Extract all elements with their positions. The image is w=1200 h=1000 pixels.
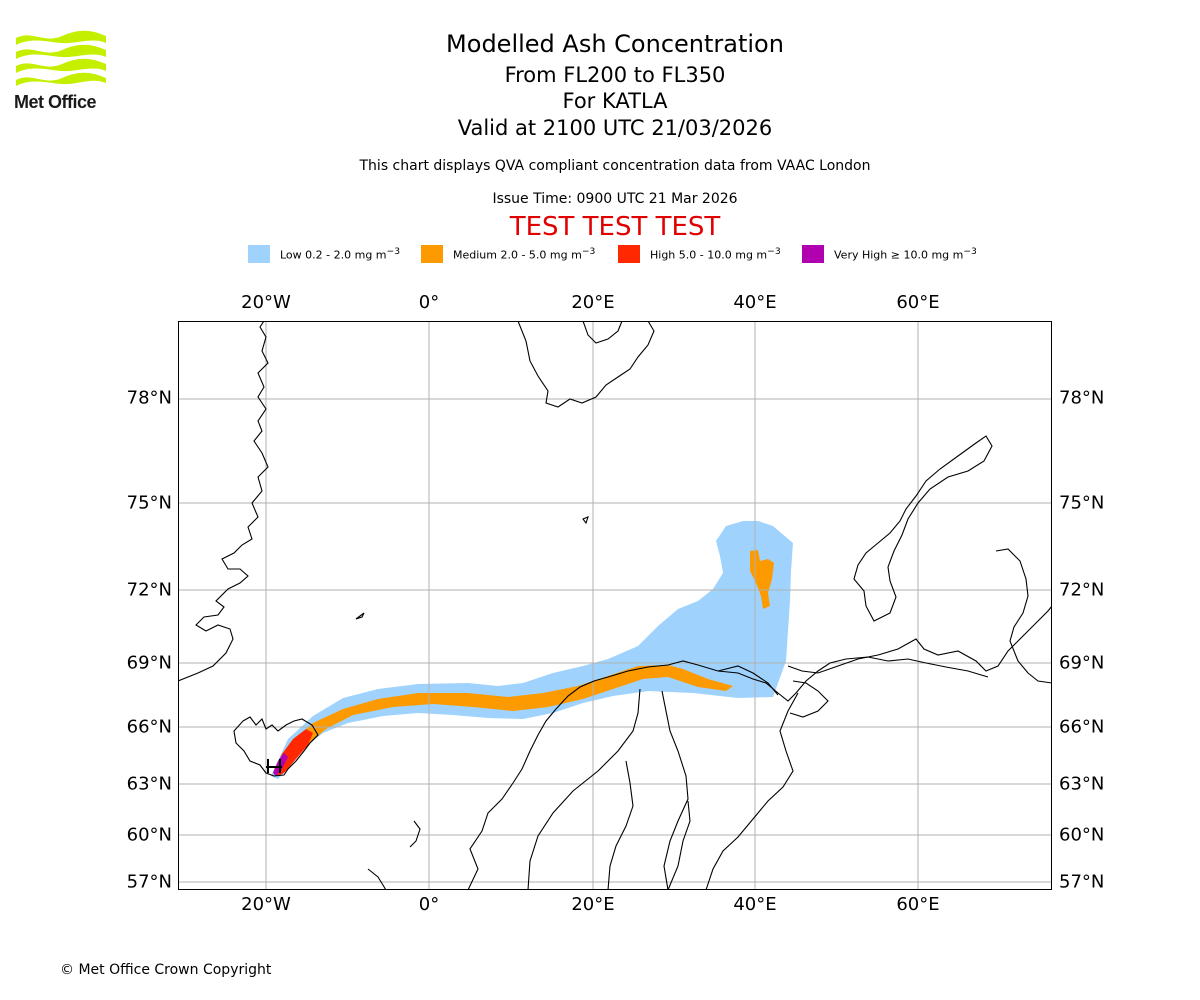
lon-label-top-20e: 20°E [571, 292, 615, 313]
lon-label-bottom-0: 0° [418, 894, 440, 915]
coastline-russia [787, 605, 1052, 674]
map-frame [178, 321, 1052, 890]
copyright: © Met Office Crown Copyright [60, 962, 272, 978]
ash-map [178, 321, 1052, 890]
ash-medium-area [274, 665, 733, 774]
map-gridlines [178, 321, 1052, 890]
lat-label-left-72n: 72°N [126, 579, 172, 601]
lon-label-top-60e: 60°E [896, 292, 940, 313]
lat-label-right-66n: 66°N [1059, 716, 1105, 738]
coastline-novaya-zemlya [853, 435, 993, 622]
logo-text: Met Office [14, 92, 97, 112]
lon-label-top-20w: 20°W [241, 292, 291, 313]
coastline-bear-island [582, 516, 589, 525]
coastline-sweden [527, 688, 689, 890]
coastline-kola [717, 665, 829, 718]
ash-low-area [271, 521, 793, 779]
met-office-waves-icon [16, 30, 106, 86]
lat-label-right-57n: 57°N [1059, 871, 1105, 893]
met-office-logo: Met Office [14, 30, 109, 112]
legend-high: High 5.0 - 10.0 mg m−3 [618, 244, 781, 264]
legend-very-high: Very High ≥ 10.0 mg m−3 [802, 244, 977, 264]
chart-description: This chart displays QVA compliant concen… [359, 158, 871, 174]
lat-label-right-75n: 75°N [1059, 492, 1105, 514]
lon-label-bottom-20e: 20°E [571, 894, 615, 915]
lat-label-right-63n: 63°N [1059, 773, 1105, 795]
coastline-greenland [178, 321, 269, 682]
legend-high-label: High 5.0 - 10.0 mg m−3 [650, 246, 781, 262]
lon-label-bottom-40e: 40°E [733, 894, 777, 915]
coastline-iceland [233, 716, 319, 777]
lat-label-right-72n: 72°N [1059, 579, 1105, 601]
legend-high-swatch [618, 245, 640, 263]
coastline-scandinavia [467, 656, 989, 890]
legend-low: Low 0.2 - 2.0 mg m−3 [248, 244, 400, 264]
coastline-svalbard [517, 321, 655, 408]
volcano-marker-icon [266, 759, 282, 773]
legend-low-swatch [248, 245, 270, 263]
issue-time: Issue Time: 0900 UTC 21 Mar 2026 [492, 191, 738, 207]
coastline-jan-mayen [355, 612, 365, 620]
legend-medium-label: Medium 2.0 - 5.0 mg m−3 [453, 246, 596, 262]
lat-label-left-69n: 69°N [126, 652, 172, 674]
coastlines [178, 321, 1052, 890]
legend-low-label: Low 0.2 - 2.0 mg m−3 [280, 246, 401, 262]
valid-time: Valid at 2100 UTC 21/03/2026 [457, 116, 773, 140]
legend-medium: Medium 2.0 - 5.0 mg m−3 [421, 244, 595, 264]
ash-medium-patch [750, 550, 774, 609]
lat-label-right-69n: 69°N [1059, 652, 1105, 674]
lat-label-right-60n: 60°N [1059, 824, 1105, 846]
legend-very-high-label: Very High ≥ 10.0 mg m−3 [834, 246, 977, 262]
coastline-finland [667, 692, 799, 890]
coastline-scotland [367, 820, 421, 890]
lon-label-bottom-60e: 60°E [896, 894, 940, 915]
lon-label-top-40e: 40°E [733, 292, 777, 313]
legend-medium-swatch [421, 245, 443, 263]
chart-title: Modelled Ash Concentration [446, 30, 784, 58]
lat-label-left-78n: 78°N [126, 387, 172, 409]
lat-label-left-63n: 63°N [126, 773, 172, 795]
lon-label-top-0: 0° [418, 292, 440, 313]
coastline-yamal [995, 548, 1052, 684]
test-banner: TEST TEST TEST [509, 212, 721, 242]
lat-label-left-57n: 57°N [126, 871, 172, 893]
lat-label-left-75n: 75°N [126, 492, 172, 514]
legend-very-high-swatch [802, 245, 824, 263]
volcano-name: For KATLA [562, 89, 668, 113]
lat-label-left-60n: 60°N [126, 824, 172, 846]
lat-label-right-78n: 78°N [1059, 387, 1105, 409]
lat-label-left-66n: 66°N [126, 716, 172, 738]
lon-label-bottom-20w: 20°W [241, 894, 291, 915]
flight-levels: From FL200 to FL350 [504, 63, 726, 87]
